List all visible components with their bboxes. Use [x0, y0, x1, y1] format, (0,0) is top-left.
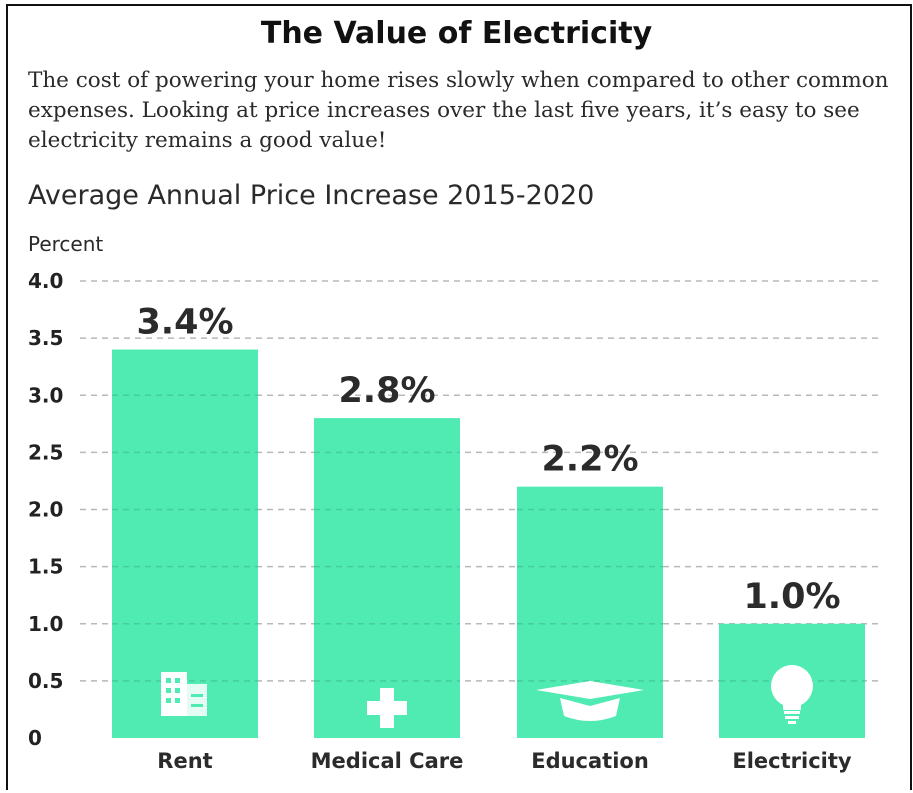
graduation-cap-icon — [536, 681, 644, 721]
bar-education — [517, 486, 663, 738]
y-tick-label: 0.5 — [28, 669, 63, 693]
y-tick-label: 4.0 — [28, 269, 63, 293]
data-label: 3.4% — [136, 303, 233, 343]
data-label: 2.8% — [338, 371, 435, 411]
y-tick-label: 1.0 — [28, 612, 63, 636]
x-tick-label: Rent — [157, 749, 212, 773]
plus-icon — [367, 688, 407, 728]
y-tick-label: 0 — [28, 726, 42, 750]
x-tick-label: Electricity — [732, 749, 852, 773]
infographic-frame — [6, 4, 912, 790]
y-tick-label: 2.0 — [28, 498, 63, 522]
y-tick-label: 3.0 — [28, 383, 63, 407]
data-label: 2.2% — [541, 440, 638, 480]
x-tick-label: Education — [531, 749, 649, 773]
y-axis-label: Percent — [28, 232, 104, 256]
x-tick-label: Medical Care — [311, 749, 464, 773]
y-tick-label: 2.5 — [28, 440, 63, 464]
intro-text: The cost of powering your home rises slo… — [28, 68, 889, 153]
building-icon — [161, 672, 207, 716]
y-tick-label: 1.5 — [28, 555, 63, 579]
data-label: 1.0% — [743, 577, 840, 617]
page-title: The Value of Electricity — [260, 16, 653, 51]
lightbulb-icon — [771, 665, 813, 724]
y-tick-label: 3.5 — [28, 326, 63, 350]
chart-title: Average Annual Price Increase 2015-2020 — [28, 180, 595, 211]
bar-medical-care — [314, 418, 460, 738]
